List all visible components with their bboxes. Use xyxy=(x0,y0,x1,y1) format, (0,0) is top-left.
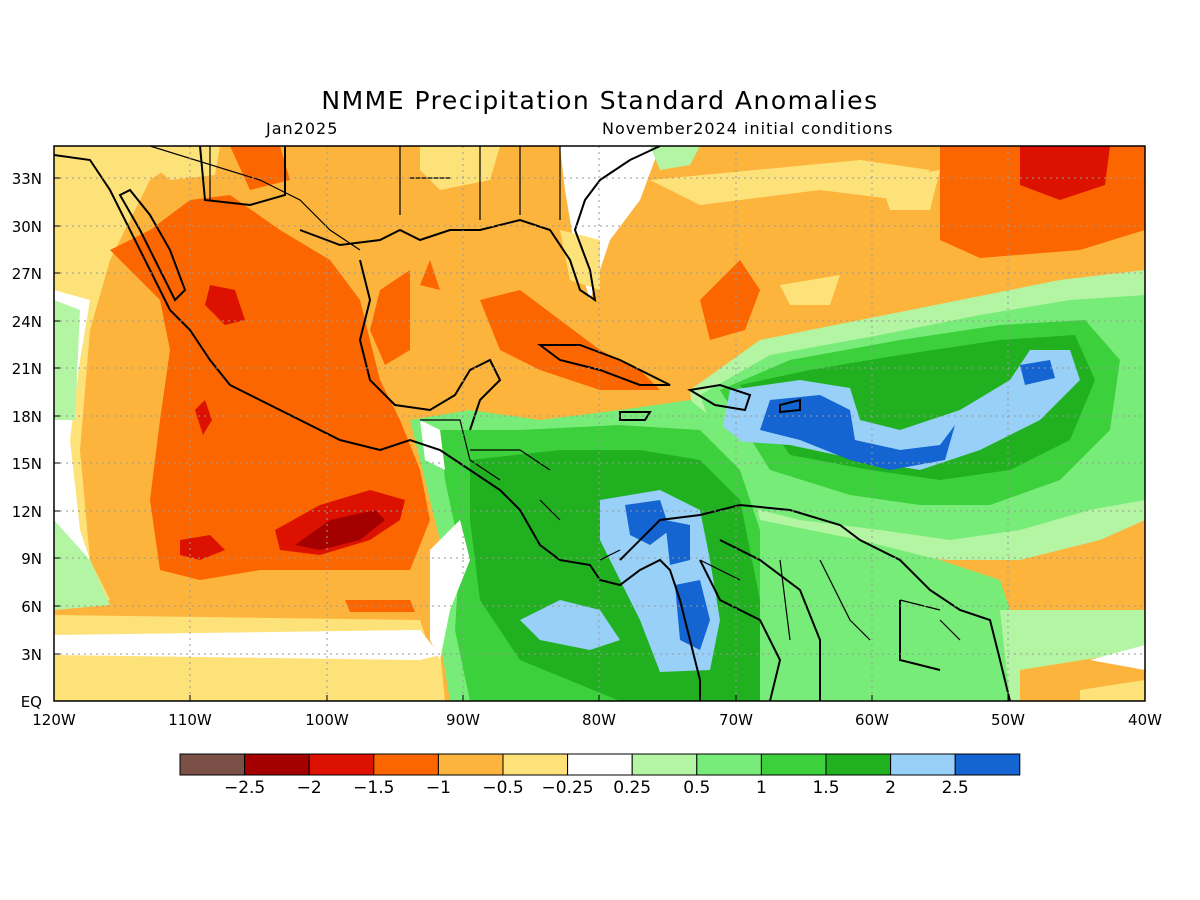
colorbar-label: −0.25 xyxy=(542,778,594,798)
colorbar-swatch xyxy=(437,753,504,776)
lat-label: 6N xyxy=(21,598,42,616)
lat-label: 33N xyxy=(12,170,42,188)
lat-label: 21N xyxy=(12,360,42,378)
lon-label: 100W xyxy=(305,711,349,729)
ticks xyxy=(54,177,1009,701)
lon-label: 40W xyxy=(1128,711,1162,729)
lat-label: 18N xyxy=(12,408,42,426)
colorbar-swatch xyxy=(179,753,246,776)
colorbar-swatch xyxy=(954,753,1021,776)
colorbar-label: 2 xyxy=(885,778,896,798)
lon-label: 110W xyxy=(168,711,212,729)
colorbar-swatch xyxy=(502,753,569,776)
colorbar-swatch xyxy=(308,753,375,776)
lat-label: 30N xyxy=(12,218,42,236)
valid-month-label: Jan2025 xyxy=(266,119,339,138)
lat-label: 9N xyxy=(21,550,42,568)
colorbar-label: −0.5 xyxy=(482,778,523,798)
init-conditions-label: November2024 initial conditions xyxy=(602,119,894,138)
lat-label: 27N xyxy=(12,265,42,283)
lon-label: 120W xyxy=(32,711,76,729)
lat-label: 24N xyxy=(12,313,42,331)
lat-label: 3N xyxy=(21,646,42,664)
lon-label: 70W xyxy=(719,711,753,729)
colorbar-label: 0.5 xyxy=(683,778,710,798)
lon-label: 80W xyxy=(582,711,616,729)
colorbar xyxy=(179,753,1021,776)
colorbar-label: 1.5 xyxy=(812,778,839,798)
colorbar-label: −2.5 xyxy=(224,778,265,798)
latitude-labels: 33N 30N 27N 24N 21N 18N 15N 12N 9N 6N 3N… xyxy=(12,170,42,711)
colorbar-swatch xyxy=(244,753,310,776)
colorbar-label: 1 xyxy=(756,778,767,798)
coastlines xyxy=(54,146,1011,701)
colorbar-swatch xyxy=(631,753,698,776)
lon-label: 90W xyxy=(446,711,480,729)
lat-label: 15N xyxy=(12,455,42,473)
colorbar-label: 2.5 xyxy=(942,778,969,798)
lon-label: 60W xyxy=(855,711,889,729)
colorbar-label: −1.5 xyxy=(353,778,394,798)
colorbar-swatch xyxy=(760,753,827,776)
colorbar-label: 0.25 xyxy=(613,778,651,798)
colorbar-swatch xyxy=(890,753,956,776)
longitude-labels: 120W 110W 100W 90W 80W 70W 60W 50W 40W xyxy=(32,711,1162,729)
colorbar-label: −1 xyxy=(426,778,451,798)
lat-label: EQ xyxy=(21,693,42,711)
colorbar-swatch xyxy=(825,753,892,776)
lat-label: 12N xyxy=(12,503,42,521)
colorbar-labels: −2.5 −2 −1.5 −1 −0.5 −0.25 0.25 0.5 1 1.5 2 2.5 xyxy=(224,778,969,798)
borders xyxy=(149,146,961,641)
lon-label: 50W xyxy=(991,711,1025,729)
graticule xyxy=(54,146,1145,701)
colorbar-swatch xyxy=(696,753,762,776)
colorbar-label: −2 xyxy=(297,778,322,798)
map-title: NMME Precipitation Standard Anomalies xyxy=(321,86,879,115)
colorbar-swatch xyxy=(373,753,439,776)
colorbar-swatch xyxy=(567,753,633,776)
